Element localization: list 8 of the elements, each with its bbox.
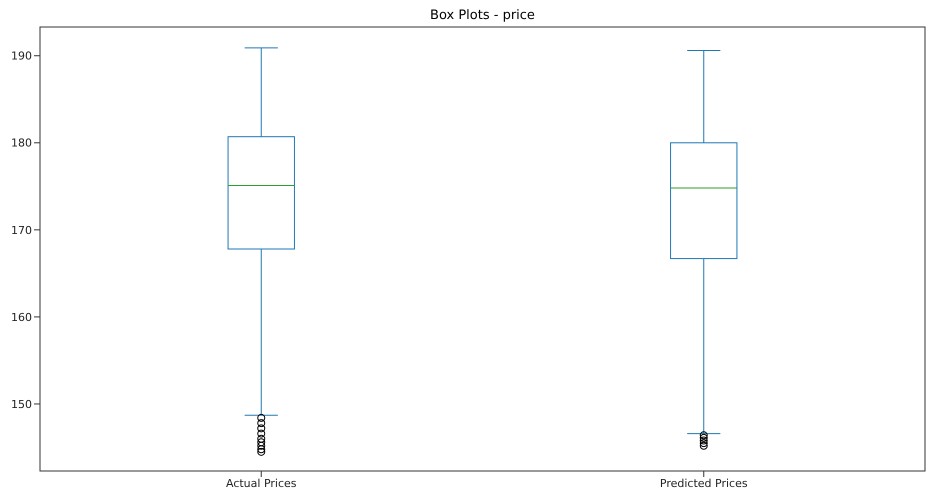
y-tick-label: 180 xyxy=(11,136,32,150)
y-tick-label: 170 xyxy=(11,224,32,237)
x-tick-label: Predicted Prices xyxy=(660,476,748,490)
y-tick-label: 150 xyxy=(11,398,32,411)
x-tick-label: Actual Prices xyxy=(226,476,297,490)
y-tick-label: 160 xyxy=(11,310,32,324)
chart-title: Box Plots - price xyxy=(429,8,536,24)
y-tick-label: 190 xyxy=(11,50,32,63)
